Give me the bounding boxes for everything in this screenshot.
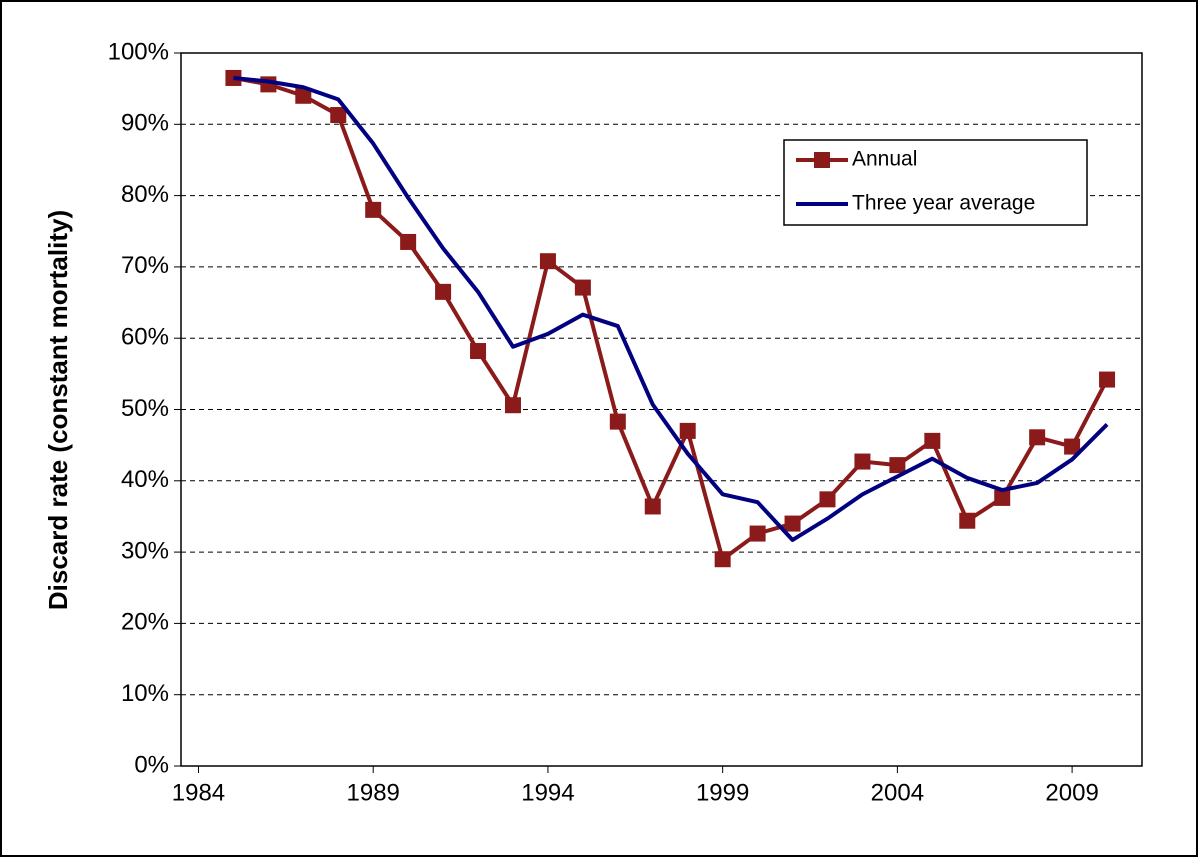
marker: [749, 525, 766, 542]
y-tick-label: 100%: [108, 38, 169, 65]
y-tick-label: 20%: [121, 609, 169, 636]
marker: [644, 498, 661, 515]
x-tick-label: 1984: [172, 779, 225, 806]
marker: [365, 201, 382, 218]
marker: [1099, 371, 1116, 388]
marker: [679, 422, 696, 439]
marker: [504, 397, 521, 414]
y-tick-label: 60%: [121, 324, 169, 351]
marker: [400, 233, 417, 250]
y-tick-label: 80%: [121, 181, 169, 208]
marker: [470, 343, 487, 360]
marker: [539, 253, 556, 270]
y-tick-label: 50%: [121, 395, 169, 422]
y-tick-label: 70%: [121, 252, 169, 279]
series-line: [233, 75, 1109, 542]
legend-label: Three year average: [852, 192, 1035, 215]
marker: [714, 551, 731, 568]
marker: [959, 512, 976, 529]
y-tick-label: 10%: [121, 680, 169, 707]
marker: [889, 457, 906, 474]
legend-marker: [814, 152, 830, 168]
y-tick-label: 30%: [121, 537, 169, 564]
x-tick-label: 2009: [1045, 779, 1098, 806]
marker: [295, 87, 312, 104]
y-axis-title: Discard rate (constant mortality): [43, 210, 73, 610]
marker: [574, 279, 591, 296]
marker: [994, 489, 1011, 506]
marker: [924, 432, 941, 449]
marker: [1064, 438, 1081, 455]
marker: [784, 515, 801, 532]
y-tick-label: 90%: [121, 110, 169, 137]
y-tick-label: 40%: [121, 466, 169, 493]
x-tick-label: 1994: [521, 779, 574, 806]
marker: [330, 107, 347, 124]
marker: [819, 491, 836, 508]
marker: [1029, 429, 1046, 446]
y-tick-label: 0%: [134, 751, 169, 778]
legend-box: [783, 139, 1088, 226]
x-tick-label: 2004: [871, 779, 924, 806]
marker: [609, 413, 626, 430]
marker: [435, 283, 452, 300]
plot-frame: [180, 52, 1143, 767]
x-tick-label: 1989: [347, 779, 400, 806]
marker: [854, 453, 871, 470]
legend-label: Annual: [852, 148, 917, 171]
x-tick-label: 1999: [696, 779, 749, 806]
